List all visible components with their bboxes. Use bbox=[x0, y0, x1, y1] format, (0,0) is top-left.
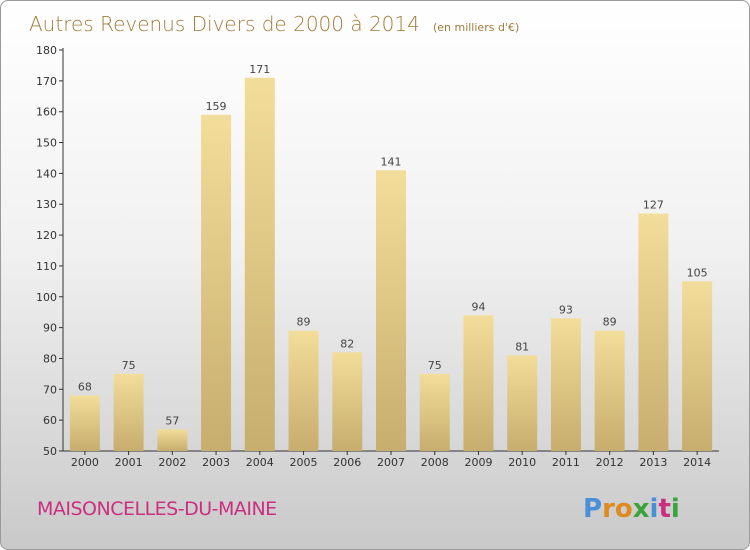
brand-letter: t bbox=[658, 494, 670, 524]
data-label: 93 bbox=[559, 303, 573, 316]
bar bbox=[157, 429, 188, 451]
x-tick-label: 2004 bbox=[246, 456, 274, 469]
value-labels: 68 75 57 159 171 89 82 141 75 94 81 93 89 127 105 bbox=[78, 63, 708, 428]
y-tick-label: 170 bbox=[36, 75, 57, 88]
bar bbox=[682, 281, 713, 451]
data-label: 57 bbox=[165, 414, 179, 427]
data-label: 105 bbox=[687, 266, 708, 279]
bar bbox=[463, 315, 494, 451]
x-tick-label: 2006 bbox=[333, 456, 361, 469]
data-label: 89 bbox=[297, 316, 311, 329]
x-tick-label: 2009 bbox=[464, 456, 492, 469]
y-tick-label: 100 bbox=[36, 291, 57, 304]
y-tick-label: 180 bbox=[36, 44, 57, 57]
brand-letter: r bbox=[602, 494, 615, 524]
bar bbox=[201, 114, 232, 452]
bar bbox=[594, 330, 625, 451]
proxiti-logo[interactable]: Proxiti bbox=[583, 494, 680, 524]
data-label: 159 bbox=[206, 100, 227, 113]
bar bbox=[69, 395, 100, 451]
y-tick-label: 70 bbox=[43, 383, 57, 396]
bar bbox=[332, 352, 363, 451]
bar bbox=[550, 318, 581, 451]
bar bbox=[419, 373, 450, 451]
x-tick-label: 2008 bbox=[421, 456, 449, 469]
data-label: 94 bbox=[471, 300, 485, 313]
y-tick-label: 130 bbox=[36, 198, 57, 211]
y-tick-label: 60 bbox=[43, 414, 57, 427]
y-tick-label: 90 bbox=[43, 322, 57, 335]
y-tick-label: 50 bbox=[43, 445, 57, 458]
x-tick-label: 2014 bbox=[683, 456, 711, 469]
data-label: 68 bbox=[78, 380, 92, 393]
chart-title-main: Autres Revenus Divers de 2000 à 2014 bbox=[29, 12, 420, 36]
bar bbox=[244, 77, 275, 451]
brand-letter: i bbox=[671, 494, 680, 524]
y-tick-label: 110 bbox=[36, 260, 57, 273]
x-tick-label: 2002 bbox=[158, 456, 186, 469]
data-label: 75 bbox=[428, 359, 442, 372]
y-tick-label: 140 bbox=[36, 167, 57, 180]
x-tick-label: 2001 bbox=[115, 456, 143, 469]
y-axis-labels: 50 60 70 80 90 100 110 120 130 140 150 160 170 180 bbox=[36, 44, 57, 458]
bar bbox=[638, 213, 669, 451]
brand-letter: x bbox=[633, 494, 650, 524]
x-tick-label: 2007 bbox=[377, 456, 405, 469]
bars bbox=[69, 77, 713, 452]
x-tick-label: 2005 bbox=[290, 456, 318, 469]
y-tick-label: 160 bbox=[36, 106, 57, 119]
y-tick-label: 150 bbox=[36, 137, 57, 150]
y-tick-label: 120 bbox=[36, 229, 57, 242]
x-tick-label: 2010 bbox=[508, 456, 536, 469]
brand-letter: P bbox=[583, 494, 602, 524]
data-label: 75 bbox=[122, 359, 136, 372]
data-label: 81 bbox=[515, 340, 529, 353]
data-label: 82 bbox=[340, 337, 354, 350]
data-label: 171 bbox=[249, 63, 270, 76]
chart-subtitle: (en milliers d'€) bbox=[433, 21, 519, 34]
chart-title: Autres Revenus Divers de 2000 à 2014 (en… bbox=[29, 12, 519, 36]
x-tick-label: 2013 bbox=[639, 456, 667, 469]
data-label: 127 bbox=[643, 198, 664, 211]
bar bbox=[113, 373, 144, 451]
x-tick-label: 2003 bbox=[202, 456, 230, 469]
x-tick-label: 2000 bbox=[71, 456, 99, 469]
data-label: 89 bbox=[603, 316, 617, 329]
brand-letter: o bbox=[615, 494, 633, 524]
x-tick-label: 2012 bbox=[596, 456, 624, 469]
bar bbox=[376, 170, 406, 452]
bar bbox=[507, 355, 538, 451]
x-tick-label: 2011 bbox=[552, 456, 580, 469]
bar bbox=[288, 330, 319, 451]
commune-name: MAISONCELLES-DU-MAINE bbox=[37, 498, 277, 520]
y-tick-label: 80 bbox=[43, 352, 57, 365]
brand-letter: i bbox=[650, 494, 659, 524]
data-label: 141 bbox=[381, 155, 402, 168]
x-axis-labels: 2000 2001 2002 2003 2004 2005 2006 2007 2008 2009… bbox=[71, 456, 711, 469]
